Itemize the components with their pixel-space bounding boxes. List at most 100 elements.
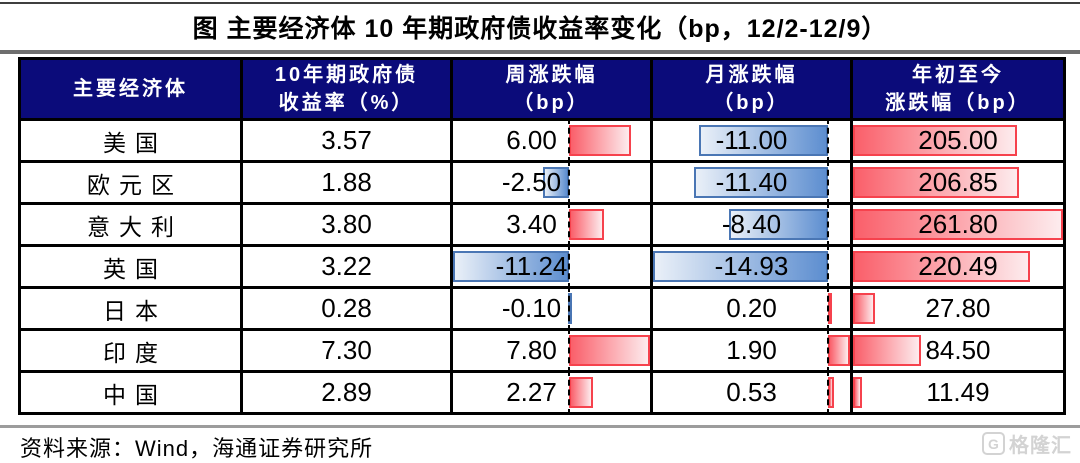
week-databar [453, 251, 570, 282]
month-change-cell: -14.93 [650, 244, 853, 289]
week-change-cell: -11.24 [450, 244, 653, 289]
ytd-databar [853, 251, 1030, 282]
ytd-change-cell: 206.85 [850, 160, 1066, 205]
month-databar [699, 125, 828, 156]
month-change-value: -11.40 [715, 167, 788, 197]
zero-axis-line [568, 370, 571, 415]
header-economy: 主要经济体 [18, 57, 243, 121]
ytd-databar [853, 335, 921, 366]
header-row: 主要经济体 10年期政府债 收益率（%） 周涨跌幅 （bp） 月涨跌幅 （bp） 年初… [18, 57, 1066, 121]
week-databar [569, 335, 650, 366]
header-month-change: 月涨跌幅 （bp） [650, 57, 853, 121]
week-databar [543, 167, 570, 198]
month-change-value: -11.00 [715, 125, 788, 155]
watermark: G 格隆汇 [982, 429, 1072, 458]
week-change-value: -11.24 [495, 251, 568, 281]
month-change-value: -14.93 [714, 251, 789, 281]
economy-cell: 英国 [18, 244, 243, 289]
week-change-value: 2.27 [506, 377, 557, 407]
yield-cell: 1.88 [240, 160, 453, 205]
week-change-cell: -0.10 [450, 286, 653, 331]
zero-axis-line [826, 286, 829, 331]
ytd-change-value: 27.80 [925, 293, 991, 323]
week-change-value: 3.40 [506, 209, 557, 239]
ytd-change-value: 11.49 [926, 377, 990, 407]
zero-axis-line [826, 160, 829, 205]
yield-cell: 0.28 [240, 286, 453, 331]
economy-cell: 美国 [18, 118, 243, 163]
week-change-value: -2.50 [501, 167, 562, 197]
zero-axis-line [826, 202, 829, 247]
week-change-cell: -2.50 [450, 160, 653, 205]
zero-axis-line [826, 118, 829, 163]
week-databar [569, 377, 593, 408]
header-week-change: 周涨跌幅 （bp） [450, 57, 653, 121]
month-change-cell: 0.53 [650, 370, 853, 415]
week-change-value: -0.10 [501, 293, 562, 323]
zero-axis-line [568, 244, 571, 289]
month-databar [694, 167, 828, 198]
zero-axis-line [826, 244, 829, 289]
ytd-change-value: 205.00 [918, 125, 998, 155]
ytd-change-cell: 261.80 [850, 202, 1066, 247]
month-databar [827, 377, 834, 408]
yield-cell: 7.30 [240, 328, 453, 373]
figure-title: 图 主要经济体 10 年期政府债收益率变化（bp，12/2-12/9） [192, 15, 888, 43]
ytd-databar [853, 293, 876, 324]
zero-axis-line [568, 202, 571, 247]
week-change-cell: 6.00 [450, 118, 653, 163]
month-change-value: 0.53 [726, 377, 777, 407]
economy-cell: 中国 [18, 370, 243, 415]
economy-cell: 日本 [18, 286, 243, 331]
header-ytd-change: 年初至今 涨跌幅（bp） [850, 57, 1066, 121]
ytd-change-cell: 27.80 [850, 286, 1066, 331]
table-row: 日本 0.28 -0.10 0.20 27.80 [18, 286, 1066, 331]
ytd-change-cell: 84.50 [850, 328, 1066, 373]
zero-axis-line [826, 328, 829, 373]
zero-axis-line [568, 328, 571, 373]
zero-axis-line [568, 118, 571, 163]
month-change-cell: -11.00 [650, 118, 853, 163]
month-databar [653, 251, 828, 282]
ytd-change-cell: 205.00 [850, 118, 1066, 163]
week-change-value: 7.80 [506, 335, 557, 365]
footer-divider-rule [0, 425, 1080, 428]
week-change-cell: 3.40 [450, 202, 653, 247]
bond-yield-table: 主要经济体 10年期政府债 收益率（%） 周涨跌幅 （bp） 月涨跌幅 （bp） 年初… [18, 57, 1066, 415]
month-change-value: 1.90 [726, 335, 777, 365]
ytd-databar [853, 167, 1019, 198]
ytd-change-value: 261.80 [918, 209, 998, 239]
ytd-databar [853, 377, 863, 408]
month-databar [827, 335, 850, 366]
economy-cell: 意大利 [18, 202, 243, 247]
month-change-cell: 0.20 [650, 286, 853, 331]
source-note: 资料来源：Wind，海通证券研究所 [20, 436, 374, 461]
ytd-change-value: 220.49 [918, 251, 998, 281]
yield-cell: 3.22 [240, 244, 453, 289]
title-divider-rule [0, 50, 1080, 54]
month-change-cell: -8.40 [650, 202, 853, 247]
month-change-value: -8.40 [721, 209, 782, 239]
economy-cell: 欧元区 [18, 160, 243, 205]
ytd-databar [853, 125, 1018, 156]
gelonghui-logo-icon: G [982, 432, 1005, 455]
week-change-value: 6.00 [506, 125, 557, 155]
economy-cell: 印度 [18, 328, 243, 373]
yield-cell: 3.57 [240, 118, 453, 163]
month-change-cell: -11.40 [650, 160, 853, 205]
table-row: 中国 2.89 2.27 0.53 11.49 [18, 370, 1066, 415]
week-change-cell: 2.27 [450, 370, 653, 415]
ytd-change-value: 84.50 [925, 335, 991, 365]
month-change-cell: 1.90 [650, 328, 853, 373]
watermark-text: 格隆汇 [1009, 435, 1072, 457]
month-databar [827, 293, 832, 324]
zero-axis-line [568, 160, 571, 205]
week-change-cell: 7.80 [450, 328, 653, 373]
table-row: 印度 7.30 7.80 1.90 84.50 [18, 328, 1066, 373]
yield-cell: 2.89 [240, 370, 453, 415]
header-yield: 10年期政府债 收益率（%） [240, 57, 453, 121]
zero-axis-line [826, 370, 829, 415]
ytd-change-value: 206.85 [918, 167, 998, 197]
top-rule [0, 2, 1080, 4]
table-row: 美国 3.57 6.00 -11.00 205.00 [18, 118, 1066, 163]
